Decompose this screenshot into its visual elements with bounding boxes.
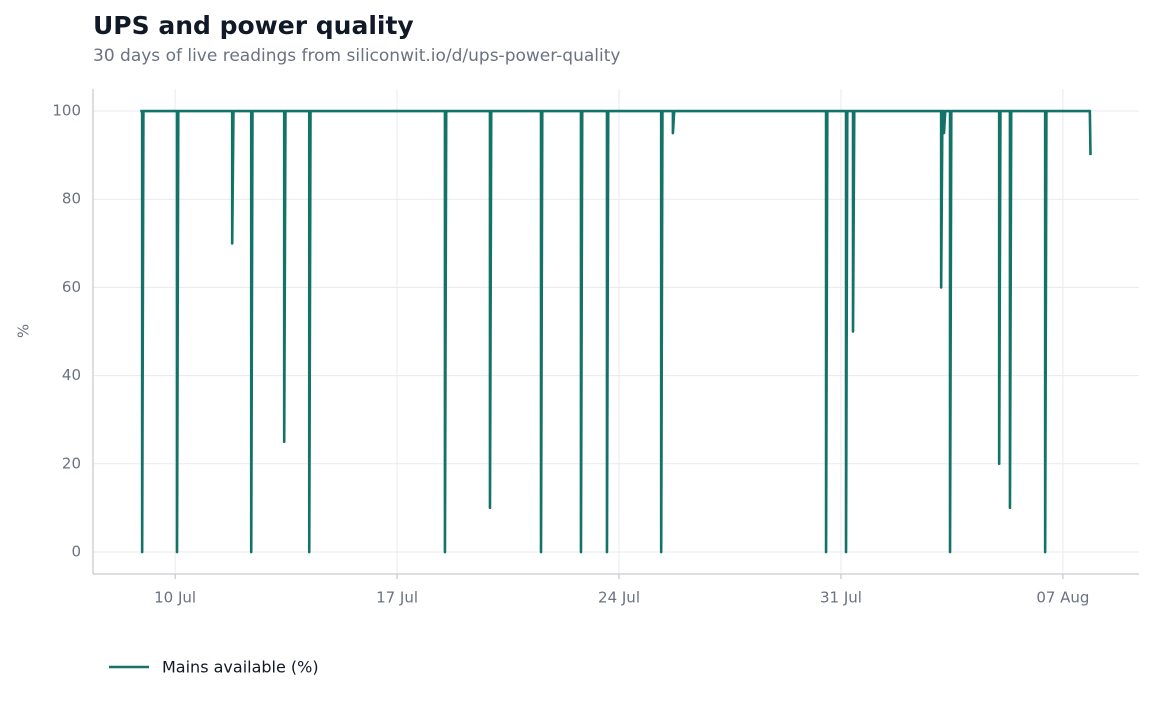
legend-label: Mains available (%) xyxy=(162,658,319,677)
y-tick-label: 0 xyxy=(71,542,81,560)
chart-subtitle: 30 days of live readings from siliconwit… xyxy=(93,46,620,66)
x-tick-label: 31 Jul xyxy=(820,589,862,607)
y-tick-label: 80 xyxy=(62,190,81,208)
x-tick-label: 17 Jul xyxy=(376,589,418,607)
y-tick-label: 40 xyxy=(62,366,81,384)
data-line xyxy=(140,109,1092,554)
y-axis-label: % xyxy=(15,324,33,338)
chart-title: UPS and power quality xyxy=(93,11,414,40)
y-tick-label: 60 xyxy=(62,278,81,296)
x-tick-label: 24 Jul xyxy=(598,589,640,607)
x-tick-label: 07 Aug xyxy=(1036,589,1089,607)
y-tick-label: 100 xyxy=(52,102,81,120)
y-tick-label: 20 xyxy=(62,454,81,472)
x-tick-label: 10 Jul xyxy=(154,589,196,607)
